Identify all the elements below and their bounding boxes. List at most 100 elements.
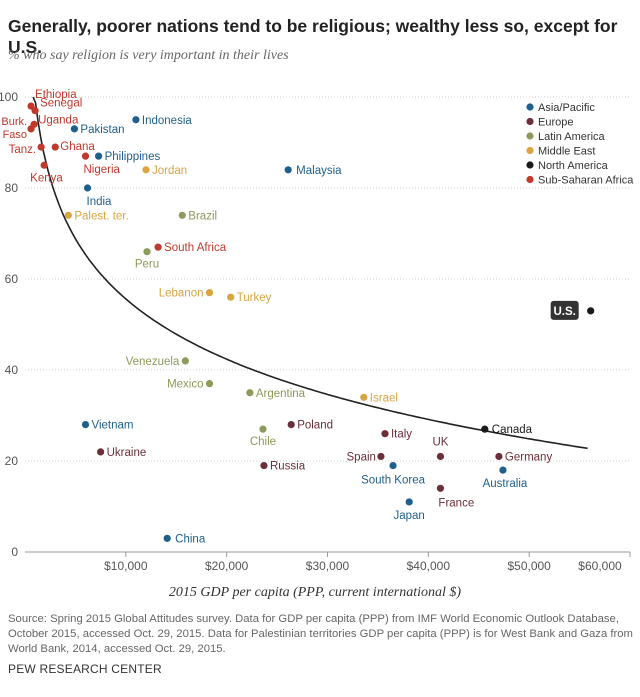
legend-label-europe: Europe [538,117,573,129]
source-note: Source: Spring 2015 Global Attitudes sur… [8,613,633,655]
y-axis: 0 20 40 60 80 100 [0,90,18,559]
label-ghana: Ghana [60,141,95,153]
point-ukraine [97,448,105,456]
point-south-africa [154,243,162,251]
label-russia: Russia [270,461,306,473]
point-france [436,484,445,492]
legend-label-sub-saharan-africa: Sub-Saharan Africa [538,175,634,187]
label-israel: Israel [370,392,398,404]
legend: Asia/Pacific Europe Latin America Middle Ea… [526,102,634,187]
label-uganda: Uganda [38,114,79,126]
x-tick-label: $60,000 [578,559,622,573]
label-philippines: Philippines [105,151,161,163]
x-tick-label: $20,000 [205,559,249,573]
point-spain [377,452,385,461]
point-italy [381,430,389,438]
point-turkey [227,293,235,301]
label-pakistan: Pakistan [80,124,124,136]
point-poland [287,421,295,429]
label-kenya: Kenya [30,172,63,184]
label-jordan: Jordan [152,165,187,177]
legend-label-middle-east: Middle East [538,146,595,158]
label-spain: Spain [347,451,376,463]
point-israel [360,393,368,401]
point-chile [259,425,267,433]
label-china: China [175,533,206,545]
label-france: France [438,497,474,509]
trend-line [32,96,588,450]
point-palest-ter [64,211,72,219]
label-germany: Germany [505,451,553,463]
point-peru [143,248,151,256]
x-tick-label: $10,000 [104,559,148,573]
point-venezuela [181,357,189,365]
label-senegal: Senegal [40,98,82,110]
point-canada [481,425,489,433]
point-pakistan [70,125,79,133]
label-japan: Japan [394,510,425,522]
point-indonesia [132,116,140,124]
point-u-s [587,307,595,315]
y-tick-label: 80 [5,181,19,195]
label-burk-faso-2: Faso [3,129,27,141]
label-tanz: Tanz. [9,144,37,156]
label-uk: UK [432,436,448,448]
point-jordan [142,166,150,174]
point-brazil [178,211,186,219]
point-japan [405,498,413,506]
point-tanz [37,143,45,151]
label-brazil: Brazil [188,210,217,222]
scatter-chart: 0 20 40 60 80 100 $10,000 $20,000 $30,000 $40,00… [0,89,634,600]
label-mexico: Mexico [167,379,203,391]
point-lebanon [205,289,214,297]
label-malaysia: Malaysia [296,165,342,177]
point-china [163,534,171,542]
label-turkey: Turkey [237,292,272,304]
label-india: India [87,196,113,208]
legend-label-north-america: North America [538,160,609,172]
chart-subtitle: % who say religion is very important in … [8,48,289,63]
point-malaysia [284,166,292,174]
label-indonesia: Indonesia [142,115,192,127]
y-tick-label: 20 [5,454,19,468]
label-lebanon: Lebanon [159,288,204,300]
label-venezuela: Venezuela [126,356,180,368]
legend-marker-middle-east [526,146,534,155]
point-mexico [205,380,214,388]
y-tick-label: 60 [5,272,19,286]
label-canada: Canada [492,424,533,436]
label-u-s: U.S. [550,300,579,320]
x-axis-label: 2015 GDP per capita (PPP, current intern… [169,585,461,600]
label-argentina: Argentina [256,388,306,400]
point-senegal [31,107,39,115]
chart-title: Generally, poorer nations tend to be rel… [8,16,618,57]
label-south-korea: South Korea [361,475,426,487]
point-uganda [30,120,38,128]
label-ukraine: Ukraine [107,447,147,459]
x-tick-label: $30,000 [306,559,350,573]
point-south-korea [389,461,397,470]
label-italy: Italy [391,429,412,441]
legend-label-latin-america: Latin America [538,131,606,143]
legend-marker-europe [526,117,534,126]
label-nigeria: Nigeria [84,164,121,176]
point-vietnam [81,421,90,429]
point-argentina [246,389,254,397]
y-tick-label: 40 [5,363,19,377]
point-uk [436,452,445,461]
point-ghana [51,143,59,151]
label-peru: Peru [135,259,159,271]
point-australia [499,466,507,474]
label-palest-ter: Palest. ter. [74,210,128,222]
point-india [83,184,92,192]
label-vietnam: Vietnam [92,420,134,432]
label-south-africa: South Africa [164,242,227,254]
legend-label-asia-pacific: Asia/Pacific [538,102,595,114]
y-tick-label: 100 [0,90,18,104]
label-ethiopia: Ethiopia [35,89,77,101]
label-australia: Australia [483,478,528,490]
point-nigeria [81,152,90,160]
point-kenya [40,161,48,169]
legend-marker-sub-saharan-africa [526,175,534,184]
